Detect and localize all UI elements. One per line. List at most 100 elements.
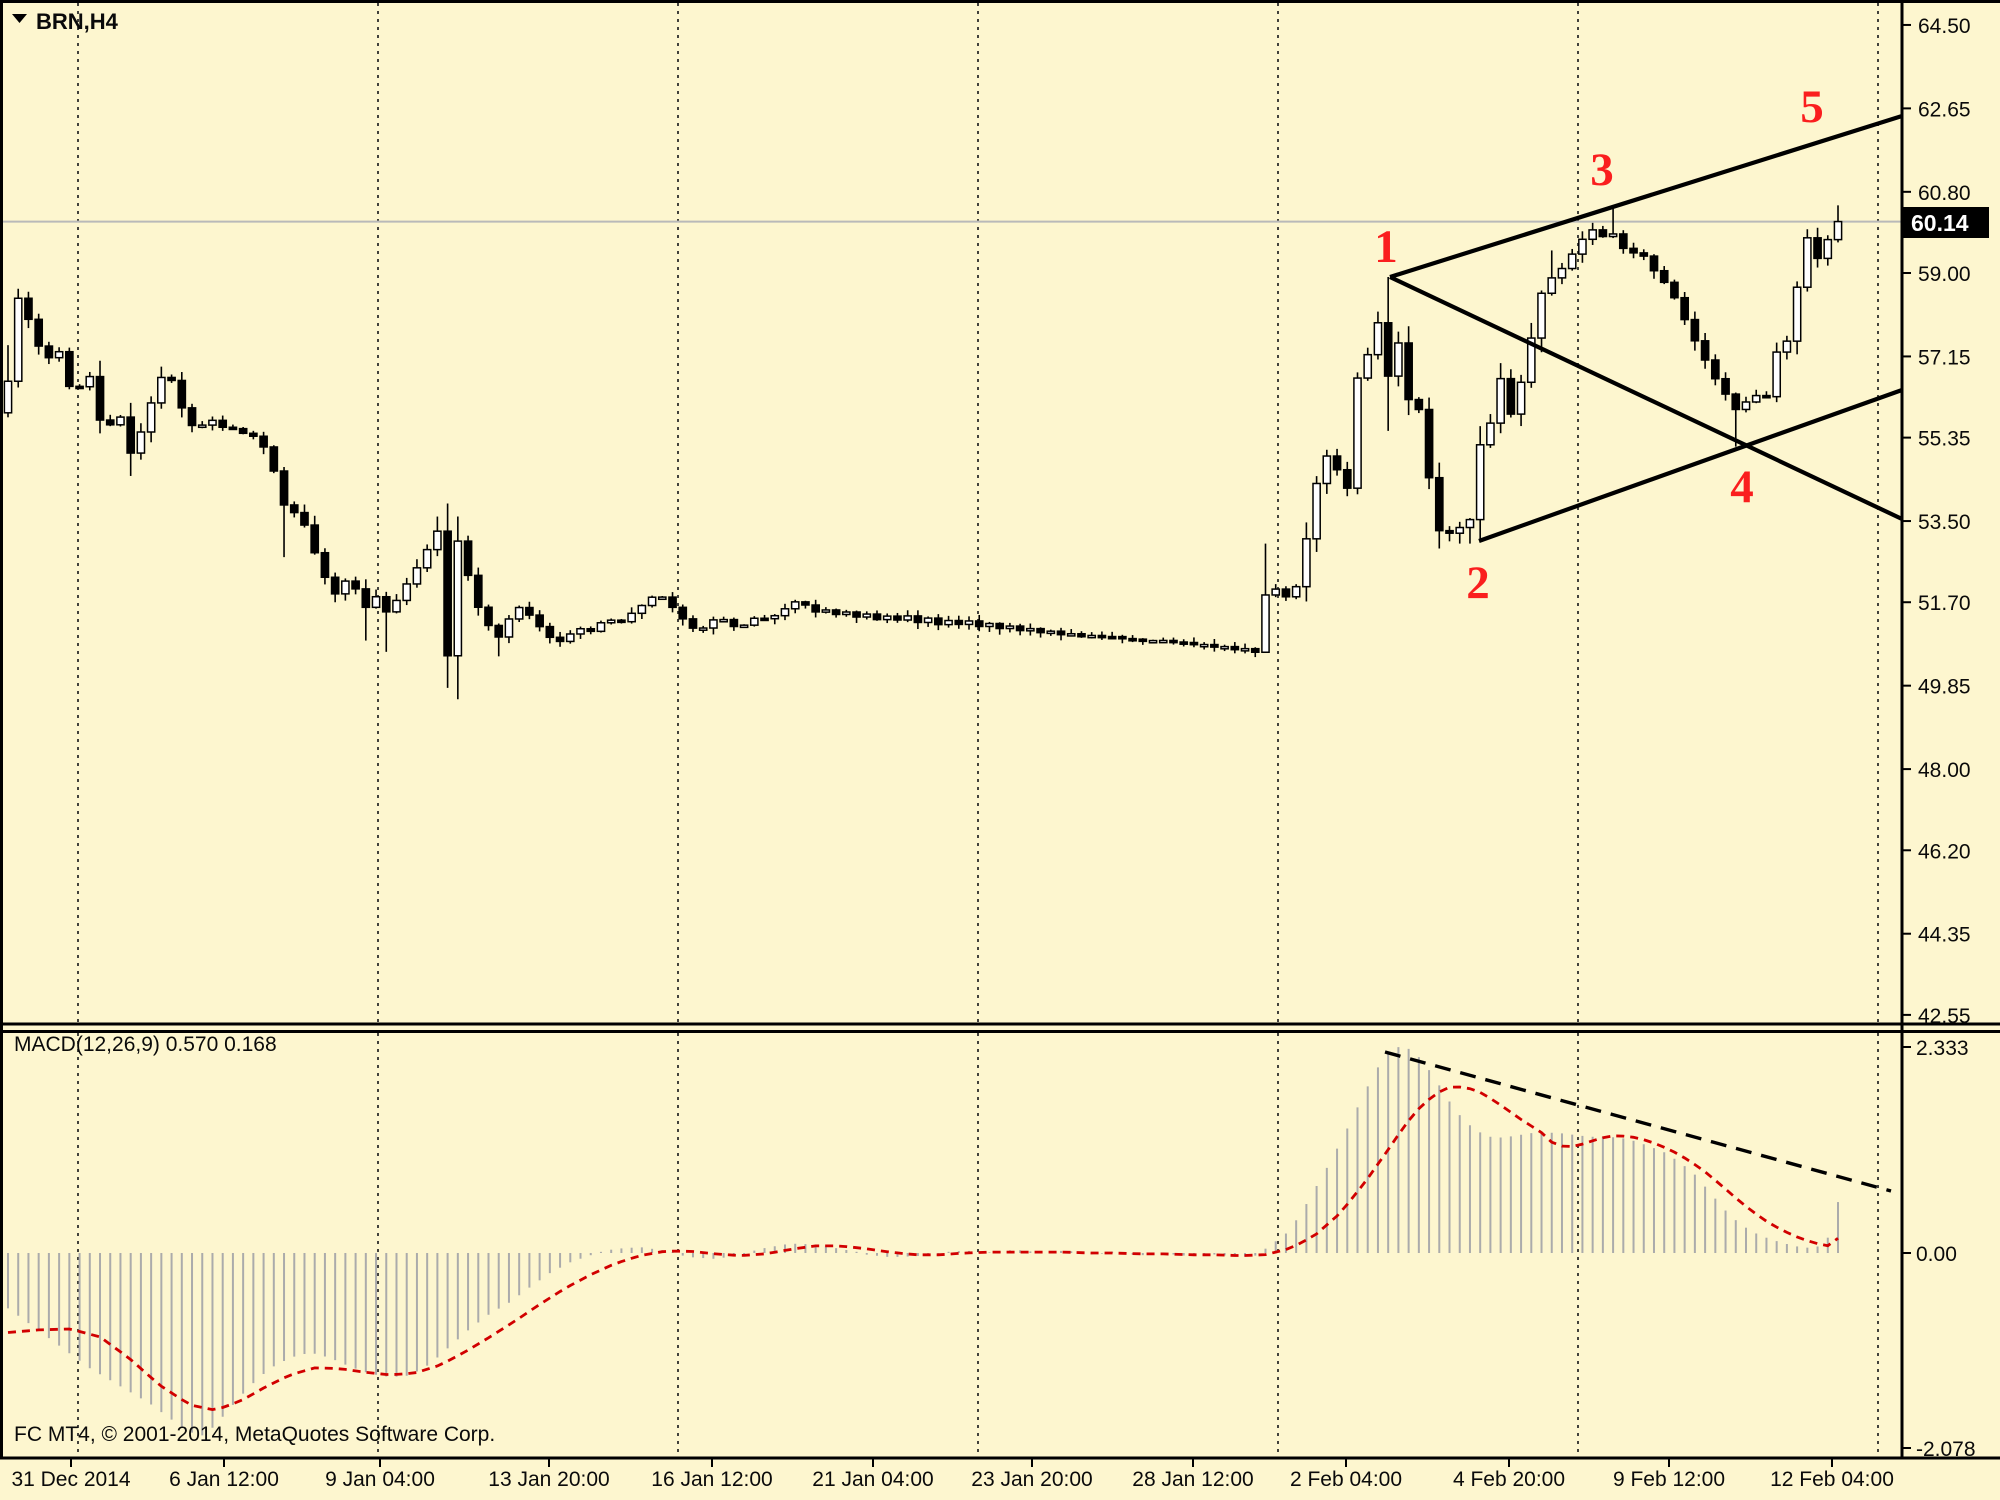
bull-candle-body[interactable] — [1220, 645, 1229, 650]
bull-candle-body[interactable] — [1772, 351, 1782, 398]
bear-candle-body[interactable] — [1506, 377, 1516, 415]
bear-candle-body[interactable] — [617, 619, 626, 624]
bear-candle-body[interactable] — [1332, 455, 1342, 471]
bear-candle-body[interactable] — [1710, 359, 1720, 380]
bear-candle-body[interactable] — [75, 385, 84, 390]
bull-candle-body[interactable] — [1261, 594, 1270, 653]
bull-candle-body[interactable] — [841, 611, 851, 616]
bull-candle-body[interactable] — [1087, 634, 1097, 639]
bull-candle-body[interactable] — [985, 622, 994, 628]
symbol-dropdown-icon[interactable] — [12, 14, 27, 23]
bear-candle-body[interactable] — [688, 618, 698, 629]
bull-candle-body[interactable] — [13, 297, 23, 382]
bull-candle-body[interactable] — [596, 622, 606, 633]
bull-candle-body[interactable] — [514, 606, 524, 620]
bull-candle-body[interactable] — [903, 615, 913, 621]
bull-candle-body[interactable] — [1271, 588, 1281, 596]
bull-candle-body[interactable] — [3, 380, 13, 414]
bear-candle-body[interactable] — [668, 596, 677, 609]
bear-candle-body[interactable] — [463, 540, 473, 577]
bear-candle-body[interactable] — [1077, 632, 1086, 638]
bear-candle-body[interactable] — [678, 606, 688, 620]
bull-candle-body[interactable] — [136, 431, 146, 454]
bull-candle-body[interactable] — [627, 612, 636, 623]
bear-candle-body[interactable] — [484, 606, 493, 627]
bull-candle-body[interactable] — [422, 548, 432, 569]
bear-candle-body[interactable] — [105, 419, 115, 426]
bull-candle-body[interactable] — [749, 617, 759, 626]
bear-candle-body[interactable] — [494, 624, 504, 638]
bull-candle-body[interactable] — [392, 599, 401, 613]
bull-candle-body[interactable] — [157, 376, 166, 404]
bear-candle-body[interactable] — [1118, 635, 1127, 640]
bull-candle-body[interactable] — [637, 604, 647, 615]
bull-candle-body[interactable] — [565, 633, 575, 643]
bull-candle-body[interactable] — [1608, 233, 1618, 238]
bear-candle-body[interactable] — [259, 435, 268, 448]
bear-candle-body[interactable] — [289, 504, 299, 514]
bear-candle-body[interactable] — [1404, 342, 1413, 401]
bull-candle-body[interactable] — [657, 596, 667, 601]
bear-candle-body[interactable] — [1731, 393, 1741, 411]
bull-candle-body[interactable] — [1158, 639, 1168, 644]
bear-candle-body[interactable] — [1721, 377, 1730, 395]
trendlines-layer[interactable] — [1389, 113, 1903, 543]
bear-candle-body[interactable] — [1639, 252, 1649, 257]
bear-candle-body[interactable] — [954, 619, 964, 626]
bear-candle-body[interactable] — [126, 416, 136, 454]
bull-candle-body[interactable] — [698, 627, 708, 631]
bull-candle-body[interactable] — [862, 613, 872, 618]
bear-candle-body[interactable] — [995, 622, 1005, 630]
bull-candle-body[interactable] — [341, 580, 350, 595]
bear-candle-body[interactable] — [1434, 476, 1444, 532]
bear-candle-body[interactable] — [1445, 529, 1454, 534]
bull-candle-body[interactable] — [1240, 647, 1250, 652]
bull-candle-body[interactable] — [1782, 340, 1792, 353]
bear-candle-body[interactable] — [177, 379, 187, 409]
support-rising-line[interactable] — [1478, 388, 1903, 543]
bear-candle-body[interactable] — [1813, 237, 1822, 260]
bear-candle-body[interactable] — [1690, 318, 1700, 342]
bear-candle-body[interactable] — [1210, 643, 1219, 648]
bear-candle-body[interactable] — [1649, 255, 1659, 272]
bear-candle-body[interactable] — [64, 350, 74, 388]
bull-candle-body[interactable] — [1516, 381, 1526, 415]
bear-candle-body[interactable] — [218, 419, 228, 429]
bull-candle-body[interactable] — [944, 619, 953, 626]
bear-candle-body[interactable] — [1762, 394, 1771, 399]
bear-candle-body[interactable] — [1424, 408, 1434, 479]
bear-candle-body[interactable] — [1189, 641, 1199, 646]
bull-candle-body[interactable] — [1363, 353, 1373, 379]
bull-candle-body[interactable] — [371, 595, 381, 609]
bull-candle-body[interactable] — [780, 608, 790, 617]
falling-line[interactable] — [1389, 275, 1903, 521]
bear-candle-body[interactable] — [187, 407, 197, 427]
bull-candle-body[interactable] — [1486, 422, 1495, 446]
bear-candle-body[interactable] — [1598, 229, 1608, 238]
bear-candle-body[interactable] — [933, 617, 943, 626]
bear-candle-body[interactable] — [24, 297, 33, 321]
bull-candle-body[interactable] — [1741, 401, 1751, 411]
bear-candle-body[interactable] — [1097, 634, 1107, 639]
bull-candle-body[interactable] — [739, 624, 749, 629]
bear-candle-body[interactable] — [760, 617, 769, 622]
bull-candle-body[interactable] — [882, 615, 892, 621]
bull-candle-body[interactable] — [412, 567, 422, 585]
bull-candle-body[interactable] — [1394, 342, 1403, 377]
bull-candle-body[interactable] — [54, 350, 64, 359]
bull-candle-body[interactable] — [1148, 639, 1158, 644]
bear-candle-body[interactable] — [913, 615, 923, 624]
bear-candle-body[interactable] — [1179, 641, 1189, 645]
bull-candle-body[interactable] — [1291, 585, 1301, 598]
bull-candle-body[interactable] — [1496, 377, 1505, 424]
bear-candle-body[interactable] — [1036, 627, 1045, 634]
candles-layer[interactable] — [3, 205, 1843, 700]
bear-candle-body[interactable] — [361, 588, 371, 609]
bear-candle-body[interactable] — [44, 345, 54, 359]
bull-candle-body[interactable] — [1005, 625, 1015, 630]
bear-candle-body[interactable] — [300, 511, 309, 526]
bear-candle-body[interactable] — [872, 613, 882, 621]
bull-candle-body[interactable] — [208, 419, 217, 426]
bear-candle-body[interactable] — [279, 470, 289, 506]
